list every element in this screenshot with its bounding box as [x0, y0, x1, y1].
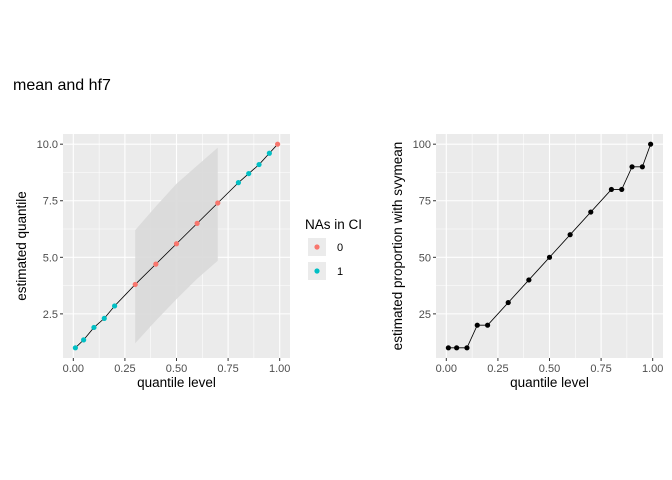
data-point: [484, 322, 491, 328]
x-tick-label: 0.50: [166, 363, 187, 375]
legend-key-point: [314, 244, 320, 250]
data-point: [215, 200, 221, 206]
left-plot: 0.00 0.25 0.50 0.75 1.00 2.5 5.0 7.5 10.0 quantil…: [14, 134, 290, 390]
right-plot: 0.00 0.25 0.50 0.75 1.00 25 50 75 100 quantile le…: [390, 134, 663, 390]
data-point: [132, 281, 138, 288]
data-point: [629, 164, 635, 170]
y-tick-label: 2.5: [43, 309, 58, 321]
data-point: [505, 299, 511, 306]
data-point: [464, 345, 470, 351]
data-point: [101, 315, 107, 322]
legend-key: [308, 262, 326, 280]
page-title: mean and hf7: [13, 77, 111, 94]
data-point: [567, 232, 573, 238]
data-point: [81, 337, 87, 343]
x-tick-label: 0.25: [114, 363, 135, 375]
data-point: [619, 186, 625, 193]
data-point: [648, 141, 654, 147]
legend-key: [308, 238, 326, 256]
x-axis-label: quantile level: [510, 375, 589, 390]
legend-title: NAs in CI: [305, 217, 362, 232]
data-point: [445, 345, 451, 351]
data-point: [111, 303, 118, 309]
data-point: [266, 150, 272, 156]
legend-key-point: [314, 268, 320, 274]
data-point: [153, 261, 159, 267]
x-tick-label: 0.75: [217, 363, 238, 375]
y-tick-label: 10.0: [37, 139, 58, 151]
y-tick-label: 75: [419, 196, 431, 208]
legend-label: 1: [337, 266, 343, 278]
data-point: [91, 324, 97, 331]
x-tick-label: 1.00: [269, 363, 290, 375]
legend: NAs in CI 01: [305, 217, 362, 280]
data-point: [454, 345, 460, 351]
x-tick-label: 0.75: [590, 363, 611, 375]
y-tick-label: 50: [419, 252, 431, 264]
y-axis-label: estimated proportion with svymean: [390, 142, 405, 351]
y-axis-label: estimated quantile: [14, 191, 29, 301]
data-point: [235, 180, 242, 186]
x-tick-label: 0.50: [539, 363, 560, 375]
y-tick-label: 7.5: [43, 196, 58, 208]
x-axis-label: quantile level: [137, 375, 216, 390]
data-point: [526, 277, 532, 283]
data-point: [546, 254, 553, 260]
x-tick-label: 1.00: [642, 363, 663, 375]
y-tick-label: 100: [413, 139, 431, 151]
x-tick-label: 0.00: [63, 363, 84, 375]
data-point: [474, 322, 480, 328]
data-point: [256, 161, 262, 168]
legend-entries: 01: [308, 238, 343, 280]
x-tick-label: 0.00: [436, 363, 457, 375]
data-point: [194, 220, 200, 226]
data-point: [173, 241, 180, 247]
data-point: [608, 186, 615, 193]
data-point: [275, 141, 281, 147]
x-tick-label: 0.25: [487, 363, 508, 375]
legend-label: 0: [337, 242, 343, 254]
y-tick-label: 25: [419, 309, 431, 321]
data-point: [639, 164, 645, 170]
data-point: [246, 170, 252, 177]
y-tick-label: 5.0: [43, 252, 58, 264]
data-point: [72, 345, 78, 351]
data-point: [588, 209, 594, 215]
